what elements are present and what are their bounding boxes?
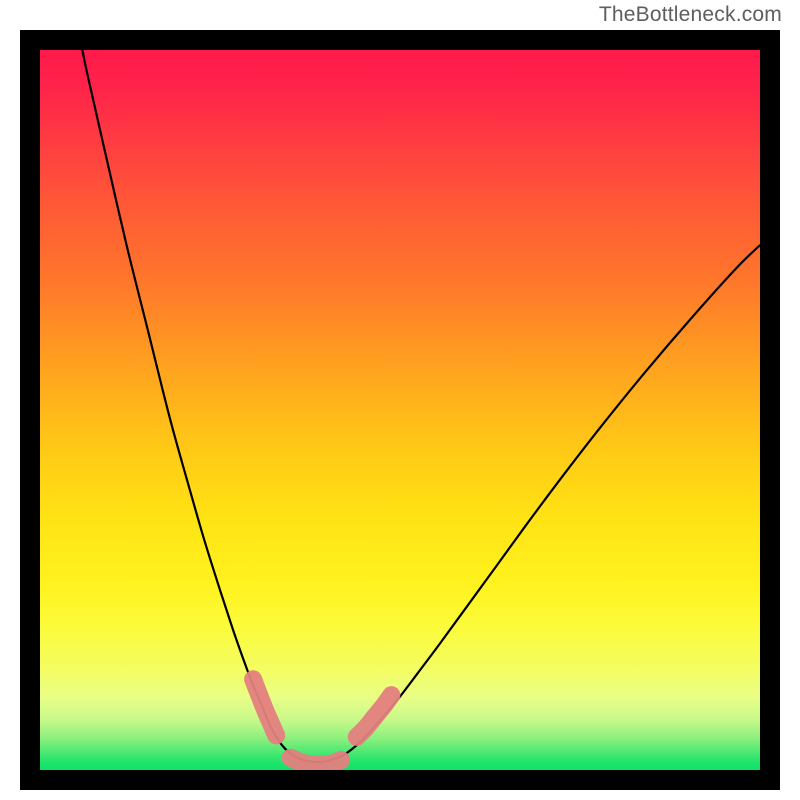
watermark-label: TheBottleneck.com — [599, 3, 782, 27]
chart-frame: TheBottleneck.com — [0, 0, 800, 800]
sweet-spot-marker — [0, 0, 800, 800]
